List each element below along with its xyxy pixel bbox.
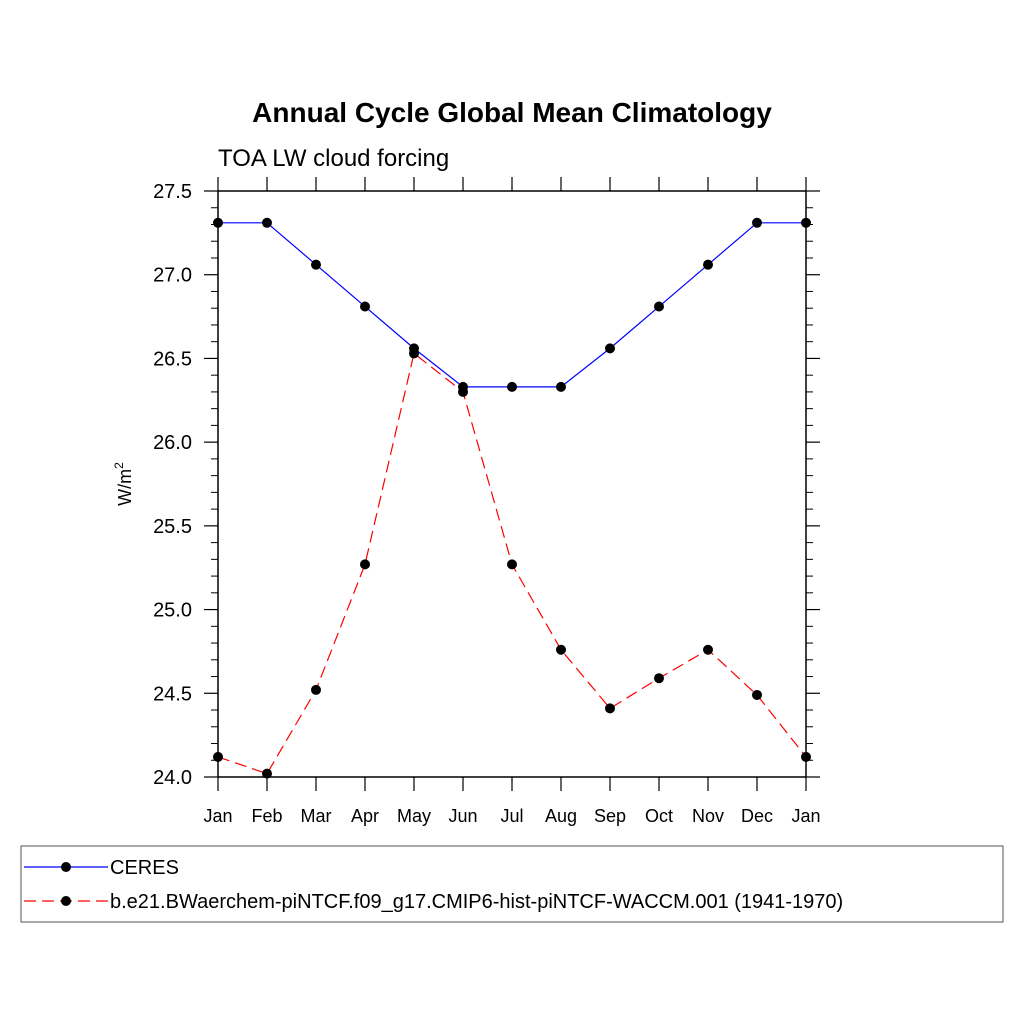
series-2-point bbox=[605, 703, 615, 714]
x-tick-label: Dec bbox=[741, 806, 773, 826]
series-2-point bbox=[213, 751, 223, 762]
series-1-point bbox=[801, 217, 811, 228]
x-tick-label: Apr bbox=[351, 806, 379, 826]
series-1-point bbox=[262, 217, 272, 228]
series-1-point bbox=[507, 381, 517, 392]
legend-label-2: b.e21.BWaerchem-piNTCF.f09_g17.CMIP6-his… bbox=[110, 891, 843, 913]
series-2-point bbox=[556, 644, 566, 655]
series-2-point bbox=[801, 751, 811, 762]
x-tick-label: Nov bbox=[692, 806, 724, 826]
series-2-point bbox=[703, 644, 713, 655]
series-2-point bbox=[311, 684, 321, 695]
axes: 24.0 24.5 25.0 25.5 26.0 26.5 27.0 27.5 Jan Feb Ma… bbox=[153, 177, 821, 826]
series-1-point bbox=[556, 381, 566, 392]
y-tick-label: 25.5 bbox=[153, 516, 192, 538]
series-line-1 bbox=[218, 222, 806, 388]
x-tick-label: Jul bbox=[500, 806, 523, 826]
series-2-point bbox=[458, 386, 468, 397]
y-tick-label: 24.5 bbox=[153, 683, 192, 705]
series-1-point bbox=[703, 259, 713, 270]
x-tick-label: Jan bbox=[203, 806, 232, 826]
x-tick-label: May bbox=[397, 806, 431, 826]
plot-frame bbox=[217, 190, 807, 778]
series-2-point bbox=[409, 348, 419, 359]
y-tick-label: 25.0 bbox=[153, 600, 192, 622]
series-2-point bbox=[507, 559, 517, 570]
series-1-point bbox=[213, 217, 223, 228]
x-tick-label: Jan bbox=[791, 806, 820, 826]
x-tick-label: Jun bbox=[448, 806, 477, 826]
legend-box bbox=[20, 845, 1004, 923]
x-tick-label: Aug bbox=[545, 806, 577, 826]
series-2-point bbox=[262, 768, 272, 779]
y-tick-label: 26.5 bbox=[153, 348, 192, 370]
x-tick-label: Feb bbox=[251, 806, 282, 826]
series-1-point bbox=[360, 301, 370, 312]
series-1-point bbox=[311, 259, 321, 270]
legend-marker-2 bbox=[61, 896, 71, 906]
plot-series bbox=[213, 217, 811, 779]
y-tick-label: 27.5 bbox=[153, 181, 192, 203]
y-tick-label: 26.0 bbox=[153, 432, 192, 454]
x-tick-label: Mar bbox=[301, 806, 332, 826]
series-2-point bbox=[360, 559, 370, 570]
chart-title: Annual Cycle Global Mean Climatology bbox=[252, 97, 772, 128]
chart-subtitle: TOA LW cloud forcing bbox=[218, 145, 449, 172]
series-1-point bbox=[605, 343, 615, 354]
y-tick-label: 24.0 bbox=[153, 767, 192, 789]
legend: CERES b.e21.BWaerchem-piNTCF.f09_g17.CMIP… bbox=[20, 845, 1004, 923]
y-axis-label: W/m2 bbox=[112, 462, 135, 506]
x-tick-label: Sep bbox=[594, 806, 626, 826]
x-tick-label: Oct bbox=[645, 806, 673, 826]
series-1-point bbox=[654, 301, 664, 312]
legend-label-1: CERES bbox=[110, 857, 179, 879]
series-2-point bbox=[752, 689, 762, 700]
legend-marker-1 bbox=[61, 862, 71, 872]
series-2-point bbox=[654, 673, 664, 684]
y-tick-label: 27.0 bbox=[153, 265, 192, 287]
series-1-point bbox=[752, 217, 762, 228]
